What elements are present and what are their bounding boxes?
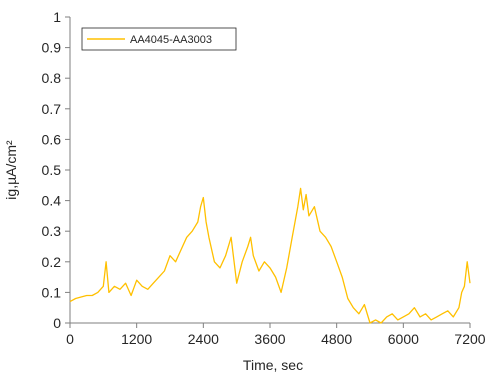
legend-label: AA4045-AA3003: [130, 34, 212, 46]
x-axis-ticks: 0 1200 2400 3600 4800 6000 7200: [66, 323, 486, 347]
x-tick-label: 0: [66, 331, 74, 347]
y-tick-label: 1: [53, 9, 61, 25]
legend: AA4045-AA3003: [81, 27, 237, 51]
x-tick-label: 4800: [321, 331, 352, 347]
y-tick-label: 0.6: [42, 131, 62, 147]
y-tick-label: 0.8: [42, 70, 62, 86]
y-tick-label: 0: [53, 315, 61, 331]
x-tick-label: 6000: [388, 331, 419, 347]
x-tick-label: 1200: [121, 331, 152, 347]
y-tick-label: 0.7: [42, 101, 62, 117]
legend-box: [81, 27, 237, 51]
y-tick-label: 0.3: [42, 223, 62, 239]
x-tick-label: 2400: [188, 331, 219, 347]
y-tick-label: 0.1: [42, 284, 62, 300]
x-tick-label: 3600: [254, 331, 285, 347]
y-tick-label: 0.4: [42, 193, 62, 209]
y-tick-label: 0.9: [42, 40, 62, 56]
x-axis-title: Time, sec: [243, 357, 303, 373]
x-tick-label: 7200: [454, 331, 485, 347]
y-tick-label: 0.2: [42, 254, 62, 270]
y-axis-title: ig,µA/cm²: [3, 140, 19, 200]
y-axis-ticks: 0 0.1 0.2 0.3 0.4 0.5 0.6 0.7 0.8 0.9 1: [42, 9, 70, 331]
series-line: [69, 187, 471, 324]
y-tick-label: 0.5: [42, 162, 62, 178]
series-layer: [69, 187, 471, 324]
